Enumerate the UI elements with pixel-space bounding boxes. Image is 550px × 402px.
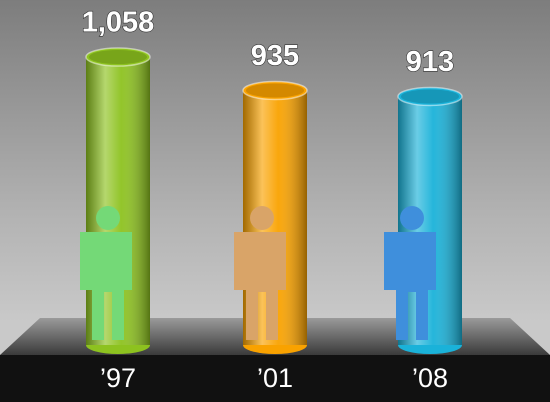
- bar-top-shade: [89, 50, 147, 64]
- bar-top-shade: [246, 83, 304, 97]
- x-tick-label: ’01: [257, 363, 293, 393]
- chart: 1,058 ’97 935 ’01 913 ’08: [0, 0, 550, 402]
- value-label: 1,058: [82, 7, 155, 39]
- x-tick-label: ’97: [100, 363, 136, 393]
- value-label: 913: [406, 46, 454, 78]
- bar-top-shade: [401, 89, 459, 103]
- value-label: 935: [251, 40, 299, 72]
- x-tick-label: ’08: [412, 363, 448, 393]
